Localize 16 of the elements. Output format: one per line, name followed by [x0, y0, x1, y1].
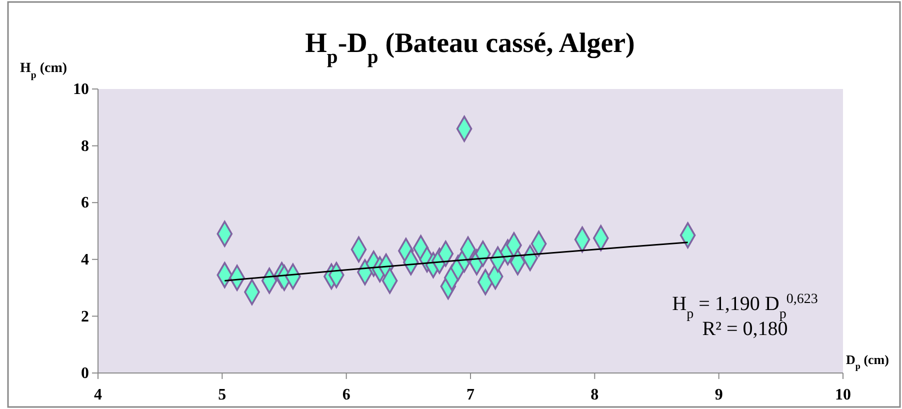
y-axis-title: H$_{p}$ (cm) [20, 61, 68, 80]
x-axis-title: D$_{p}$ (cm) [846, 352, 889, 371]
x-tick-label: 6 [342, 386, 350, 404]
chart-title: H$_{p}$-D$_{p}$ (Bateau cassé, Alger) [305, 28, 635, 68]
y-tick-label: 0 [81, 365, 89, 382]
x-tick-label: 9 [714, 386, 723, 404]
x-tick-label: 10 [835, 386, 851, 404]
x-tick-label: 4 [94, 386, 102, 404]
y-tick-label: 2 [81, 308, 89, 326]
y-tick-label: 6 [81, 194, 89, 212]
y-tick-label: 10 [73, 81, 89, 98]
x-tick-label: 7 [466, 386, 474, 404]
y-tick-label: 8 [81, 138, 89, 155]
x-tick-label: 8 [590, 386, 599, 404]
x-tick-label: 5 [218, 386, 226, 404]
y-tick-label: 4 [81, 252, 89, 269]
